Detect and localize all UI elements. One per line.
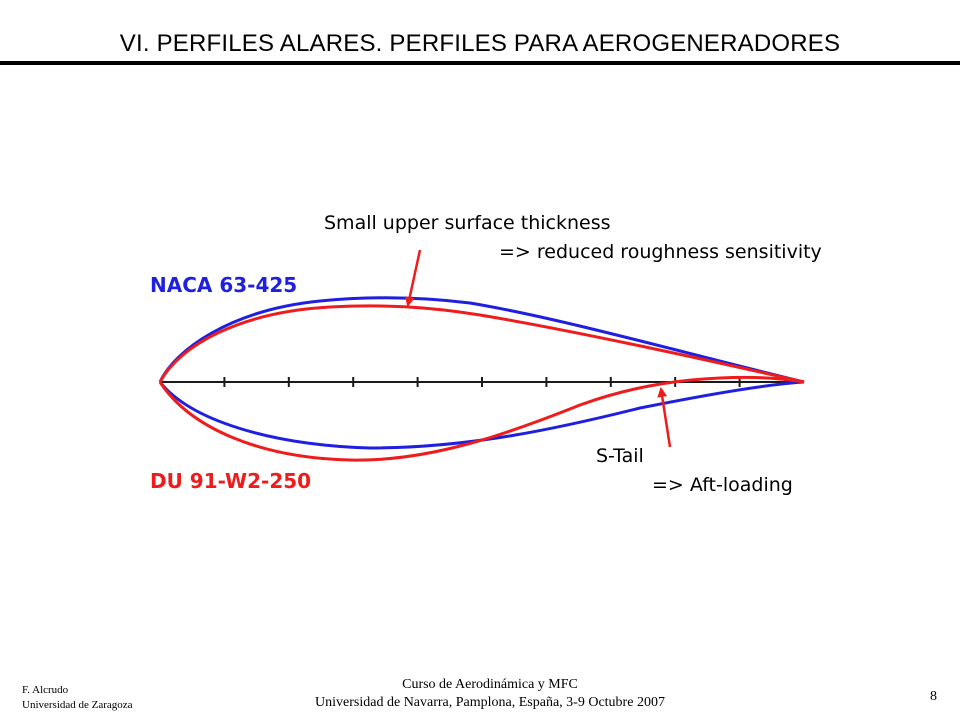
footer-university: Universidad de Zaragoza [22,699,133,711]
naca-63-425-upper-surface [158,296,805,384]
footer-course: Curso de Aerodinámica y MFC [402,677,578,692]
s-tail-note-line1: S-Tail [596,445,644,467]
footer-course-block: Curso de Aerodinámica y MFC Universidad … [0,676,960,712]
page-number: 8 [930,689,937,704]
naca-63-425-label: NACA 63-425 [150,273,297,297]
slide-title: VI. PERFILES ALARES. PERFILES PARA AEROG… [119,30,841,57]
upper-thickness-note-line2: => reduced roughness sensitivity [499,241,822,263]
naca-63-425-lower-surface [158,380,805,450]
footer-author: F. Alcrudo [22,684,69,696]
footer-venue: Universidad de Navarra, Pamplona, España… [315,695,665,710]
upper-thickness-note-line1: Small upper surface thickness [324,212,611,234]
s-tail-note-line2: => Aft-loading [652,474,793,496]
upper-thickness-arrow [404,249,422,307]
du-91-w2-250-lower-surface [158,375,805,462]
du-91-w2-250-upper-surface [158,304,805,384]
s-tail-arrow [657,387,672,448]
footer-author-block: F. Alcrudo Universidad de Zaragoza [22,683,133,713]
title-rule [0,61,960,65]
du-91-w2-250-label: DU 91-W2-250 [150,469,311,493]
